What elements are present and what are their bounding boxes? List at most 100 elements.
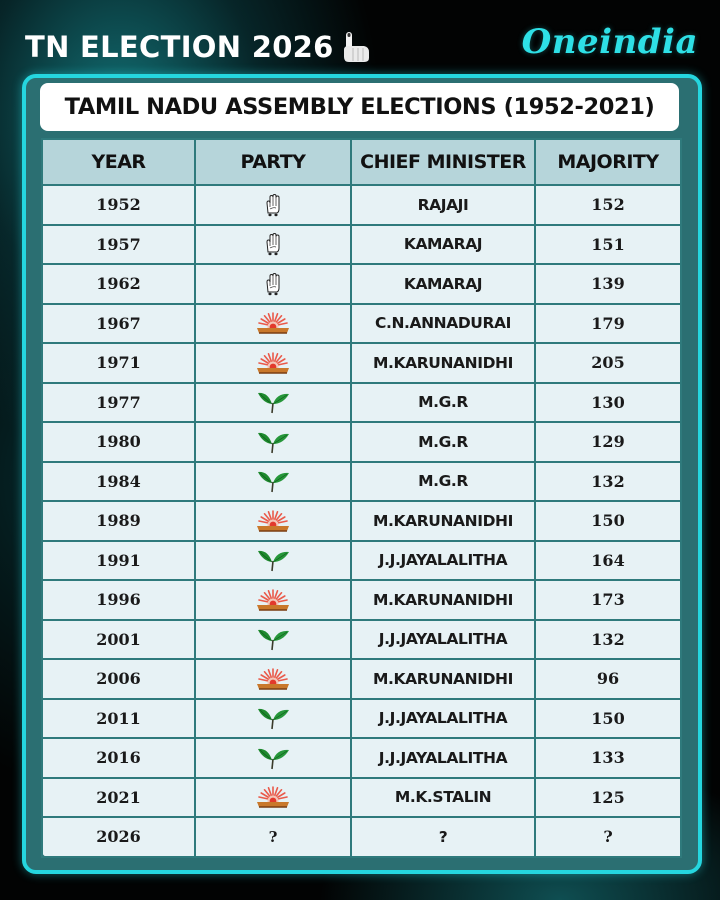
majority-cell: 152 xyxy=(534,184,682,226)
chief-minister-cell: RAJAJI xyxy=(350,184,536,226)
two-leaves-icon xyxy=(258,551,289,572)
majority-cell: 179 xyxy=(534,302,682,344)
chief-minister-cell: M.KARUNANIDHI xyxy=(350,658,536,700)
party-cell xyxy=(194,223,352,265)
year-cell: 1980 xyxy=(41,421,196,463)
majority-cell: 132 xyxy=(534,460,682,502)
chief-minister-cell: J.J.JAYALALITHA xyxy=(350,618,536,660)
year-cell: 1996 xyxy=(41,579,196,621)
party-cell xyxy=(194,697,352,739)
year-cell: 2006 xyxy=(41,658,196,700)
chief-minister-cell: M.G.R xyxy=(350,421,536,463)
party-cell xyxy=(194,658,352,700)
chief-minister-cell: M.G.R xyxy=(350,460,536,502)
two-leaves-icon xyxy=(258,709,289,730)
chief-minister-cell: KAMARAJ xyxy=(350,223,536,265)
table-row: 2001 J.J.JAYALALITHA 132 xyxy=(41,618,682,660)
majority-cell: ? xyxy=(534,816,682,858)
majority-cell: 173 xyxy=(534,579,682,621)
party-unknown: ? xyxy=(268,827,278,846)
table-row: 2006 M.KARUNANIDHI 96 xyxy=(41,658,682,700)
year-cell: 1984 xyxy=(41,460,196,502)
chief-minister-cell: J.J.JAYALALITHA xyxy=(350,737,536,779)
chief-minister-cell: M.KARUNANIDHI xyxy=(350,579,536,621)
majority-cell: 150 xyxy=(534,500,682,542)
party-cell xyxy=(194,618,352,660)
majority-cell: 125 xyxy=(534,776,682,818)
party-cell: ? xyxy=(194,816,352,858)
chief-minister-cell: C.N.ANNADURAI xyxy=(350,302,536,344)
table-row: 1977 M.G.R 130 xyxy=(41,381,682,423)
year-cell: 2001 xyxy=(41,618,196,660)
table-row: 1952 RAJAJI 152 xyxy=(41,184,682,226)
chief-minister-cell: KAMARAJ xyxy=(350,263,536,305)
year-cell: 2026 xyxy=(41,816,196,858)
rising-sun-icon xyxy=(257,667,289,690)
table-row: 1991 J.J.JAYALALITHA 164 xyxy=(41,539,682,581)
rising-sun-icon xyxy=(257,509,289,532)
party-cell xyxy=(194,737,352,779)
table-row: 2021 M.K.STALIN 125 xyxy=(41,776,682,818)
two-leaves-icon xyxy=(258,630,289,651)
party-cell xyxy=(194,500,352,542)
majority-cell: 133 xyxy=(534,737,682,779)
party-cell xyxy=(194,342,352,384)
rising-sun-icon xyxy=(257,351,289,374)
table-row: 1971 M.KARUNANIDHI 205 xyxy=(41,342,682,384)
chief-minister-cell: J.J.JAYALALITHA xyxy=(350,539,536,581)
party-cell xyxy=(194,421,352,463)
majority-cell: 139 xyxy=(534,263,682,305)
party-cell xyxy=(194,539,352,581)
party-cell xyxy=(194,184,352,226)
table-row: 2026??? xyxy=(41,816,682,858)
year-cell: 1962 xyxy=(41,263,196,305)
table-row: 1984 M.G.R 132 xyxy=(41,460,682,502)
brand-logo: Oneindia xyxy=(521,22,698,62)
table-row: 2016 J.J.JAYALALITHA 133 xyxy=(41,737,682,779)
chief-minister-cell: M.G.R xyxy=(350,381,536,423)
party-cell xyxy=(194,579,352,621)
year-cell: 1967 xyxy=(41,302,196,344)
table-row: 1967 C.N.ANNADURAI 179 xyxy=(41,302,682,344)
table-header-row: YEAR PARTY CHIEF MINISTER MAJORITY xyxy=(41,138,682,186)
table-row: 1996 M.KARUNANIDHI 173 xyxy=(41,579,682,621)
year-cell: 2016 xyxy=(41,737,196,779)
hand-symbol-icon xyxy=(266,193,280,216)
chief-minister-cell: ? xyxy=(350,816,536,858)
table-row: 1962 KAMARAJ 139 xyxy=(41,263,682,305)
year-cell: 1989 xyxy=(41,500,196,542)
majority-cell: 132 xyxy=(534,618,682,660)
majority-cell: 129 xyxy=(534,421,682,463)
rising-sun-icon xyxy=(257,588,289,611)
year-cell: 2011 xyxy=(41,697,196,739)
chief-minister-cell: J.J.JAYALALITHA xyxy=(350,697,536,739)
elections-table: YEAR PARTY CHIEF MINISTER MAJORITY 1952 … xyxy=(41,138,682,858)
majority-cell: 150 xyxy=(534,697,682,739)
chief-minister-cell: M.KARUNANIDHI xyxy=(350,342,536,384)
year-cell: 2021 xyxy=(41,776,196,818)
two-leaves-icon xyxy=(258,472,289,493)
table-row: 2011 J.J.JAYALALITHA 150 xyxy=(41,697,682,739)
hand-symbol-icon xyxy=(266,233,280,256)
year-cell: 1971 xyxy=(41,342,196,384)
table-title: TAMIL NADU ASSEMBLY ELECTIONS (1952-2021… xyxy=(40,83,679,131)
year-cell: 1977 xyxy=(41,381,196,423)
majority-cell: 164 xyxy=(534,539,682,581)
table-row: 1957 KAMARAJ 151 xyxy=(41,223,682,265)
two-leaves-icon xyxy=(258,748,289,769)
column-header-majority: MAJORITY xyxy=(534,138,682,186)
table-row: 1980 M.G.R 129 xyxy=(41,421,682,463)
voting-finger-icon xyxy=(338,30,372,64)
party-cell xyxy=(194,776,352,818)
rising-sun-icon xyxy=(257,786,289,808)
hand-symbol-icon xyxy=(266,272,280,295)
rising-sun-icon xyxy=(257,312,289,334)
column-header-party: PARTY xyxy=(194,138,352,186)
party-cell xyxy=(194,263,352,305)
majority-cell: 205 xyxy=(534,342,682,384)
majority-cell: 96 xyxy=(534,658,682,700)
header-title-text: TN ELECTION 2026 xyxy=(25,30,334,64)
column-header-year: YEAR xyxy=(41,138,196,186)
majority-cell: 151 xyxy=(534,223,682,265)
majority-cell: 130 xyxy=(534,381,682,423)
